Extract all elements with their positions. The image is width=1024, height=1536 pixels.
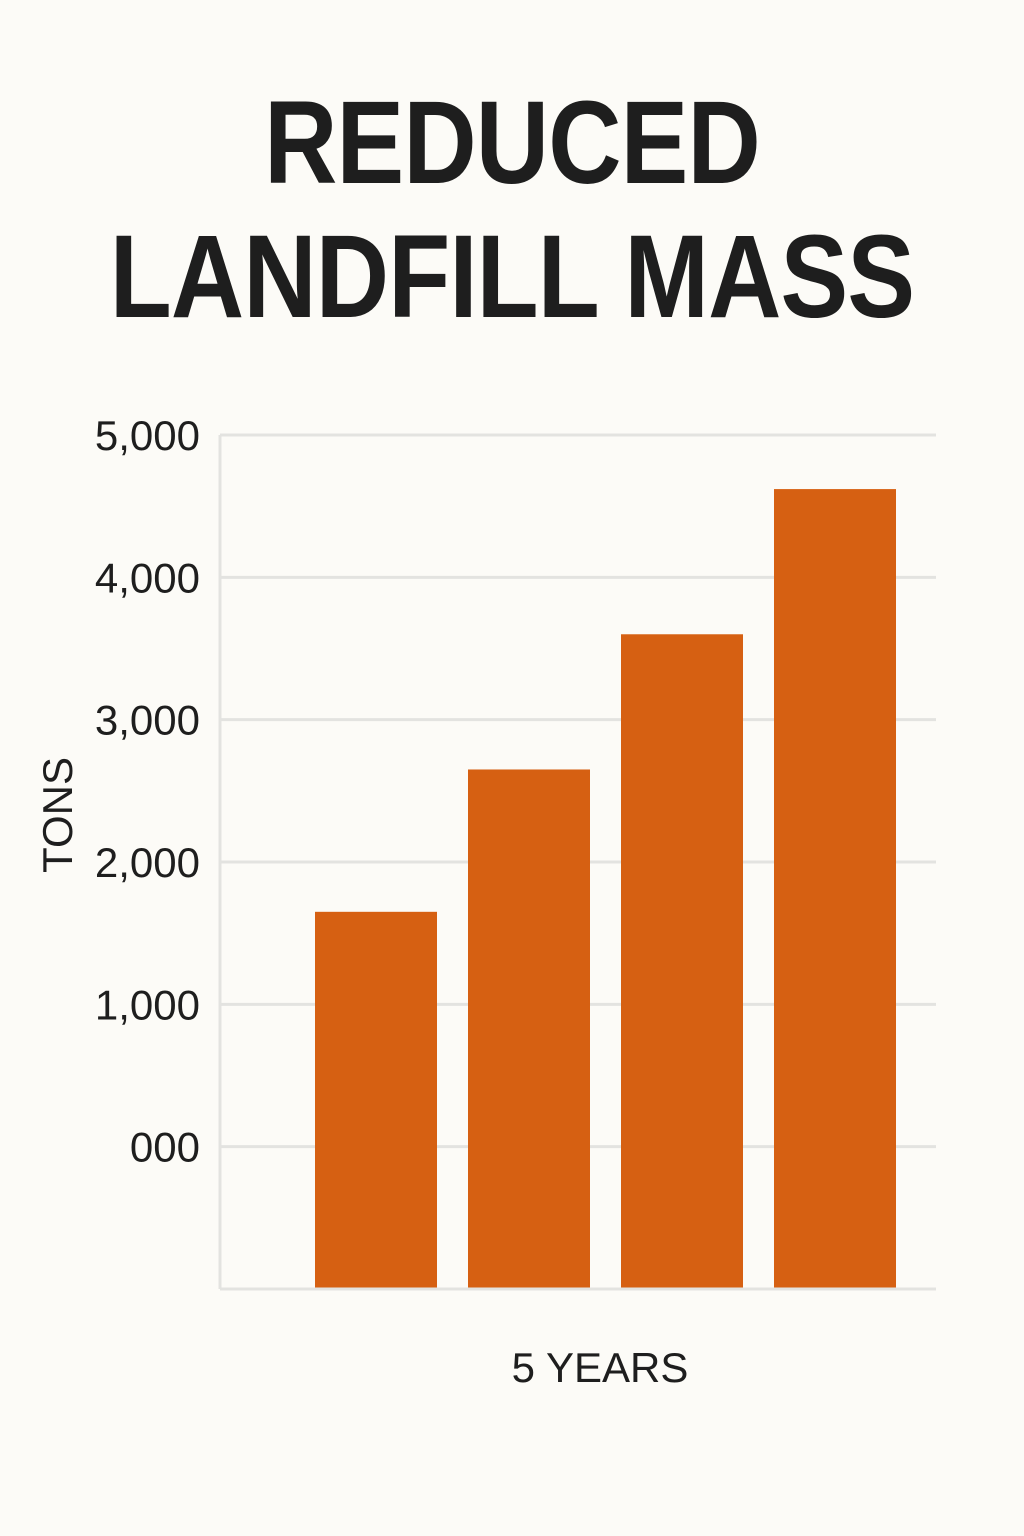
x-axis-label: 5 YEARS bbox=[512, 1344, 689, 1391]
y-tick-label: 2,000 bbox=[95, 839, 200, 886]
chart-title-line-1: REDUCED bbox=[264, 77, 761, 209]
y-tick-label: 000 bbox=[130, 1124, 200, 1171]
bar bbox=[774, 489, 896, 1289]
y-tick-label: 3,000 bbox=[95, 697, 200, 744]
bar bbox=[315, 911, 437, 1289]
bar bbox=[621, 634, 743, 1289]
bar bbox=[468, 769, 590, 1289]
bars bbox=[315, 489, 896, 1289]
chart-title-line-2: LANDFILL MASS bbox=[109, 211, 915, 343]
y-tick-label: 5,000 bbox=[95, 412, 200, 459]
y-tick-label: 4,000 bbox=[95, 554, 200, 601]
y-axis-label: TONS bbox=[34, 757, 81, 873]
y-tick-label: 1,000 bbox=[95, 981, 200, 1028]
y-tick-labels: 000 1,000 2,000 3,000 4,000 5,000 bbox=[95, 412, 200, 1171]
